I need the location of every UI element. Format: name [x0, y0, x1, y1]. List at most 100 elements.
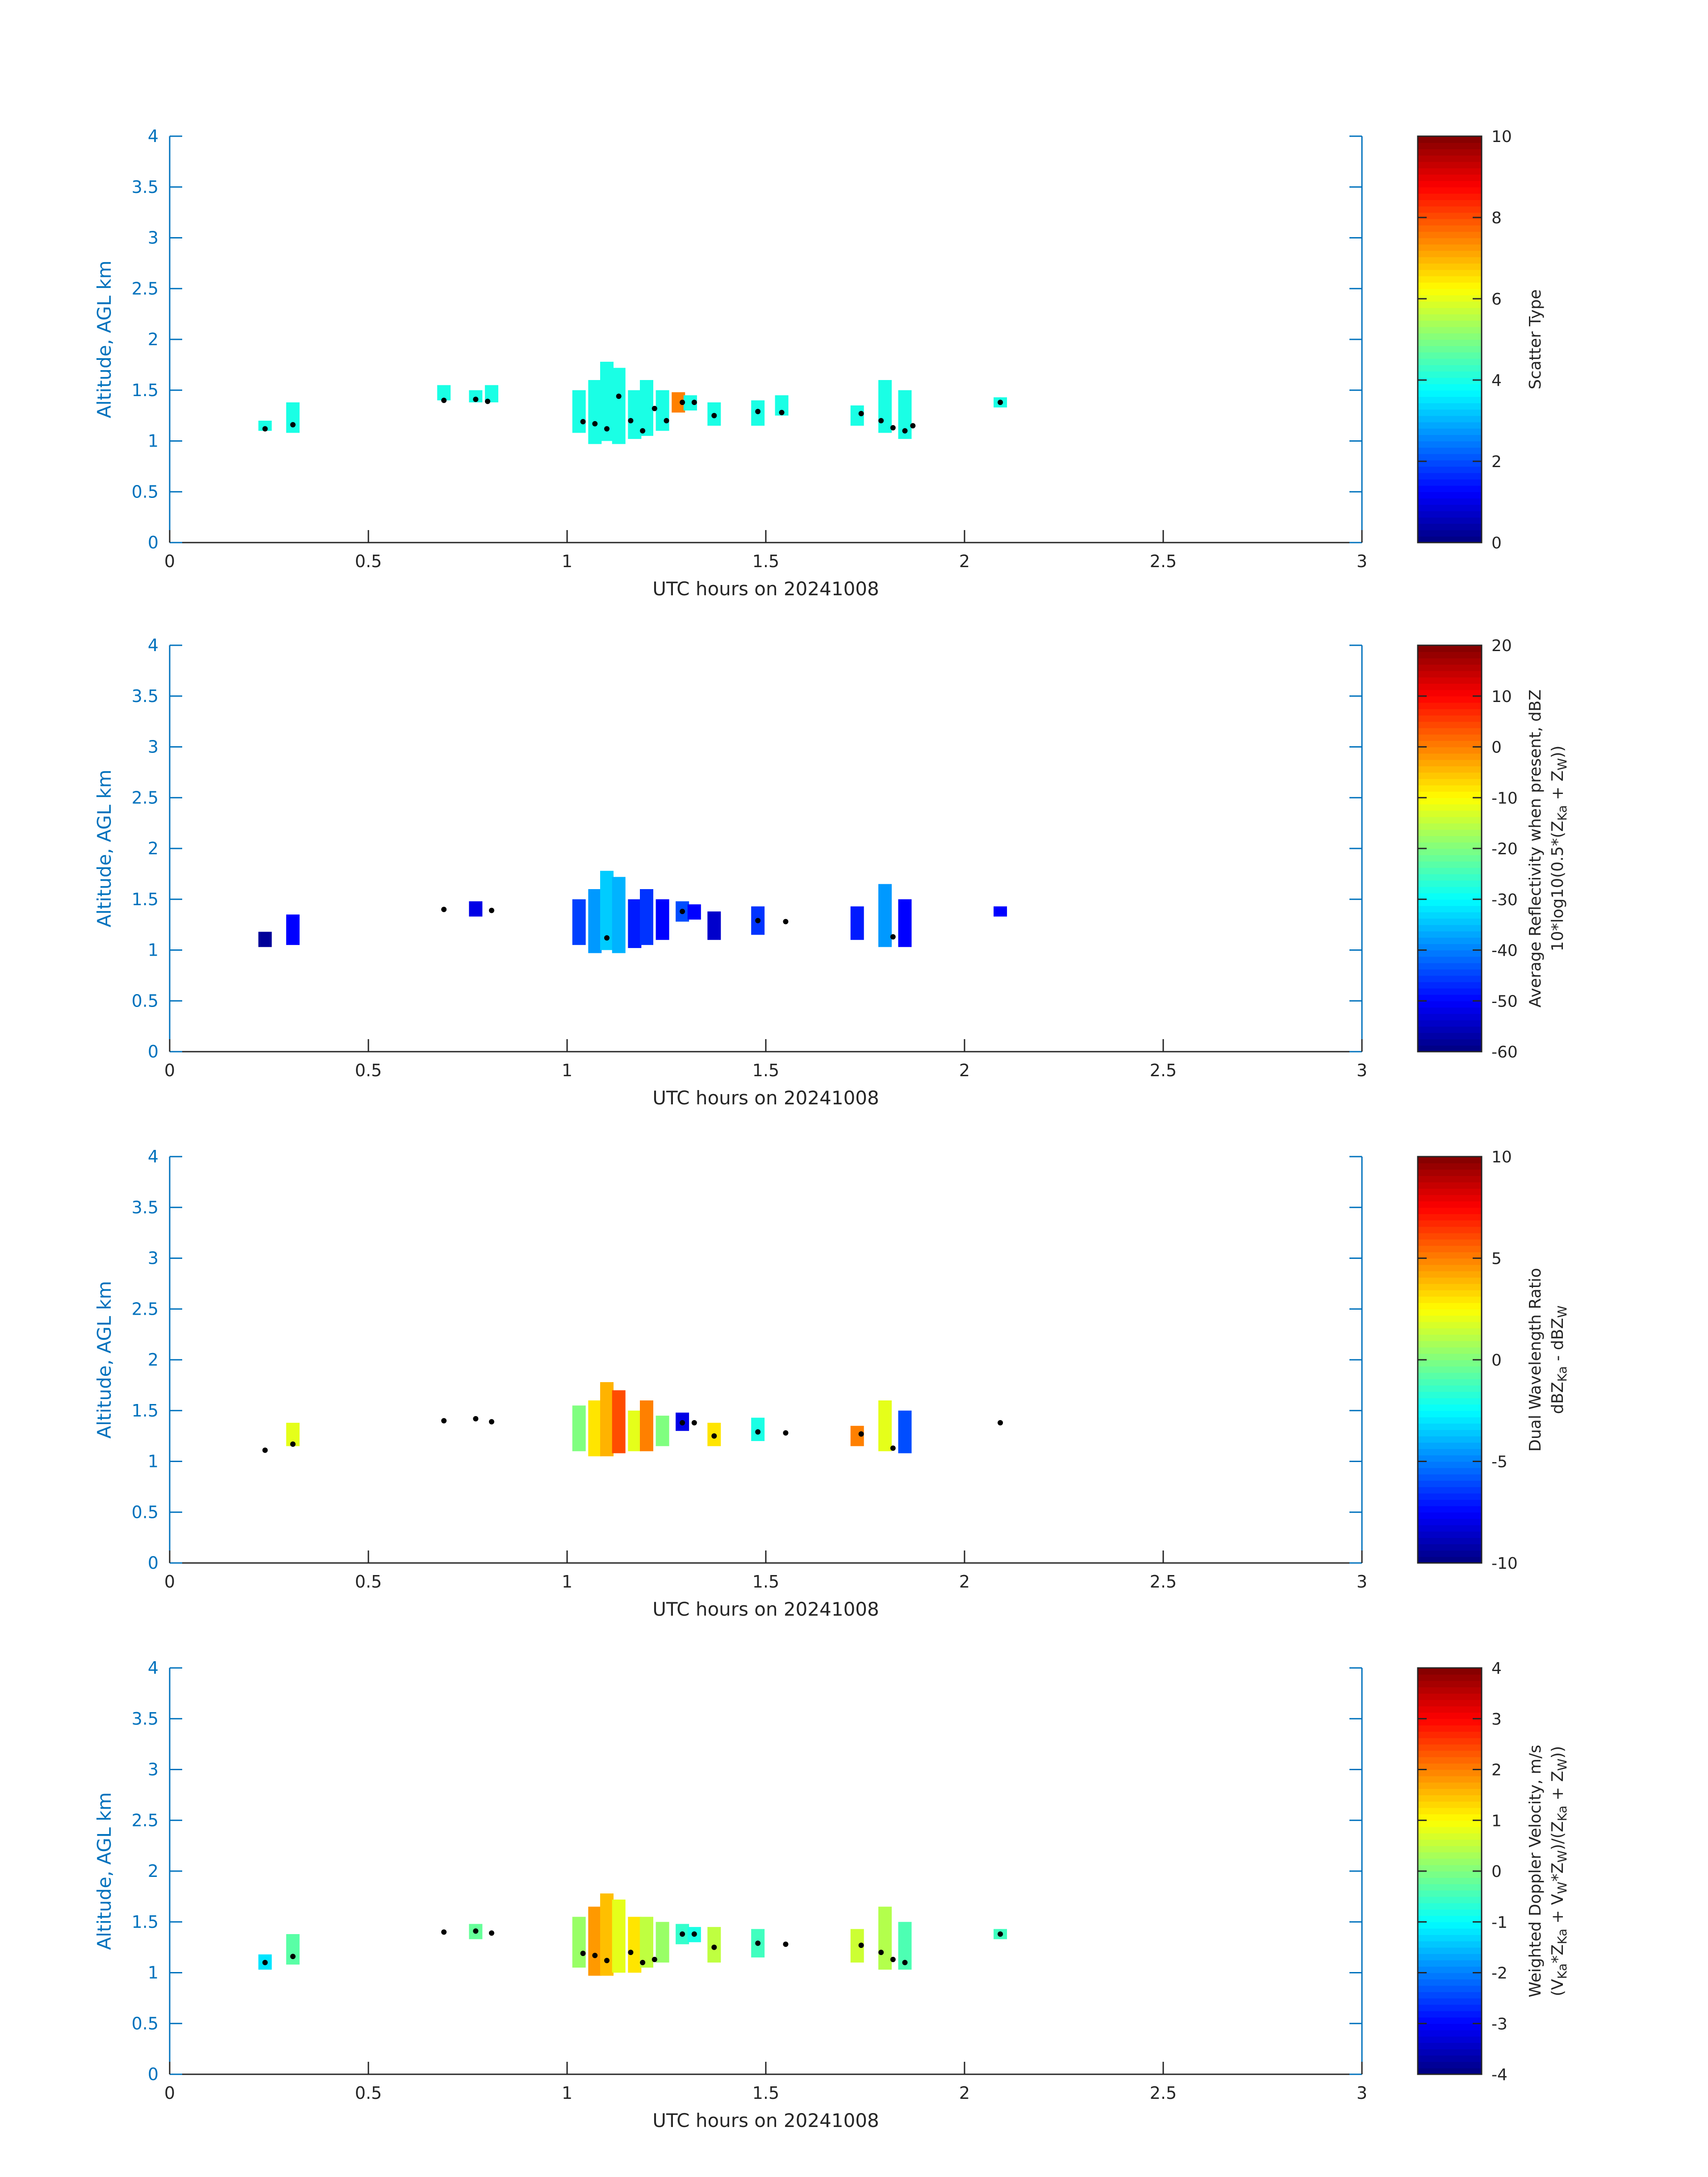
colorbar-strip	[1418, 1163, 1482, 1170]
colorbar-strip	[1418, 1252, 1482, 1259]
colorbar-strip	[1418, 492, 1482, 499]
marker-dot	[640, 1960, 646, 1965]
colorbar-strip	[1418, 1890, 1482, 1897]
marker-dot	[902, 1960, 908, 1965]
heatmap-cells	[258, 871, 1007, 953]
colorbar-strip	[1418, 1750, 1482, 1757]
colorbar-strip	[1418, 1928, 1482, 1935]
colorbar-strip	[1418, 645, 1482, 652]
x-tick-label: 1.5	[752, 1061, 779, 1080]
colorbar-strip	[1418, 759, 1482, 766]
colorbar-strip	[1418, 180, 1482, 188]
marker-dot	[651, 1956, 657, 1962]
colorbar-strip	[1418, 187, 1482, 194]
colorbar-strip	[1418, 696, 1482, 703]
colorbar-strip	[1418, 1896, 1482, 1903]
colorbar-strip	[1418, 1360, 1482, 1367]
marker-dot	[262, 1447, 268, 1453]
colorbar-strip	[1418, 962, 1482, 969]
x-tick-label: 2.5	[1150, 552, 1177, 571]
colorbar-strip	[1418, 1846, 1482, 1853]
colorbar-strip	[1418, 937, 1482, 944]
colorbar-tick-label: 1	[1491, 1812, 1502, 1830]
colorbar-tick-label: 5	[1491, 1250, 1502, 1268]
colorbar-tick-label: -3	[1491, 2015, 1508, 2033]
colorbar-tick-label: 0	[1491, 1863, 1502, 1881]
colorbar-strip	[1418, 1706, 1482, 1713]
colorbar-strip	[1418, 231, 1482, 238]
marker-dot	[783, 1941, 789, 1947]
colorbar-strip	[1418, 1207, 1482, 1214]
colorbar-strip	[1418, 1474, 1482, 1481]
colorbar-strip	[1418, 664, 1482, 671]
colorbar-strip	[1418, 269, 1482, 276]
colorbar-strip	[1418, 339, 1482, 347]
formula-subscript: Ka	[1555, 1964, 1570, 1979]
heatmap-cell	[628, 1410, 642, 1451]
colorbar-strip	[1418, 1820, 1482, 1827]
colorbar-strip	[1418, 1966, 1482, 1973]
marker-dot	[890, 934, 896, 940]
formula-subscript: Ka	[1555, 805, 1570, 821]
colorbar-strip	[1418, 1487, 1482, 1494]
y-tick-label: 2.5	[132, 1299, 159, 1319]
colorbar-tick-label: 10	[1491, 128, 1512, 146]
x-axis-label: UTC hours on 20241008	[652, 1598, 879, 1620]
x-tick-label: 0.5	[355, 1061, 382, 1080]
colorbar-strip	[1418, 498, 1482, 505]
colorbar-strip	[1418, 1449, 1482, 1456]
colorbar-strip	[1418, 1972, 1482, 1980]
colorbar-strip	[1418, 861, 1482, 868]
colorbar-strip	[1418, 523, 1482, 531]
colorbar-strip	[1418, 873, 1482, 881]
colorbar-strip	[1418, 1157, 1482, 1164]
heatmap-cell	[286, 914, 300, 945]
colorbar-strip	[1418, 798, 1482, 805]
colorbar-strip	[1418, 836, 1482, 843]
colorbar-tick-label: -4	[1491, 2066, 1508, 2084]
colorbar-strip	[1418, 1283, 1482, 1291]
colorbar-strip	[1418, 721, 1482, 728]
marker-dot	[604, 1958, 610, 1964]
marker-dot	[680, 400, 685, 405]
colorbar-strip	[1418, 677, 1482, 684]
colorbar-strip	[1418, 1226, 1482, 1233]
colorbar-strip	[1418, 377, 1482, 384]
formula-subscript: W	[1555, 1882, 1570, 1894]
colorbar-strip	[1418, 1290, 1482, 1297]
marker-dot	[910, 423, 916, 429]
heatmap-cell	[572, 899, 586, 945]
heatmap-cell	[612, 1390, 626, 1454]
colorbar-tick-label: -2	[1491, 1964, 1508, 1983]
marker-dot	[858, 1431, 864, 1437]
colorbar-strip	[1418, 1801, 1482, 1808]
colorbar-strip	[1418, 1525, 1482, 1532]
colorbar-strip	[1418, 1480, 1482, 1488]
colorbar-strip	[1418, 1941, 1482, 1948]
y-tick-label: 2.5	[132, 279, 159, 298]
colorbar-strip	[1418, 1385, 1482, 1392]
colorbar-strip	[1418, 1757, 1482, 1764]
marker-dot	[711, 1944, 717, 1950]
colorbar-strip	[1418, 320, 1482, 327]
colorbar-tick-label: 10	[1491, 1148, 1512, 1166]
colorbar: 0 2 4 6 8 10 Scatter Type	[1417, 128, 1545, 552]
colorbar-strip	[1418, 1738, 1482, 1745]
x-tick-label: 0.5	[355, 1572, 382, 1592]
colorbar-strip	[1418, 1499, 1482, 1506]
formula-text: )/(Z	[1549, 1821, 1567, 1850]
colorbar-strip	[1418, 2036, 1482, 2043]
heatmap-cell	[612, 368, 626, 444]
marker-dot	[890, 425, 896, 430]
colorbar-strip	[1418, 447, 1482, 454]
colorbar-strip	[1418, 810, 1482, 817]
marker-dot	[441, 907, 447, 912]
marker-dot	[691, 1931, 697, 1937]
colorbar-strip	[1418, 867, 1482, 874]
marker-dot	[290, 422, 296, 428]
colorbar: -10 -5 0 5 10 Dual Wavelength Ratio dBZKa - dB…	[1417, 1148, 1570, 1573]
colorbar-strip	[1418, 1826, 1482, 1834]
y-tick-label: 3.5	[132, 1709, 159, 1729]
marker-dot	[262, 1960, 268, 1965]
y-axis-label: Altitude, AGL km	[93, 260, 115, 418]
